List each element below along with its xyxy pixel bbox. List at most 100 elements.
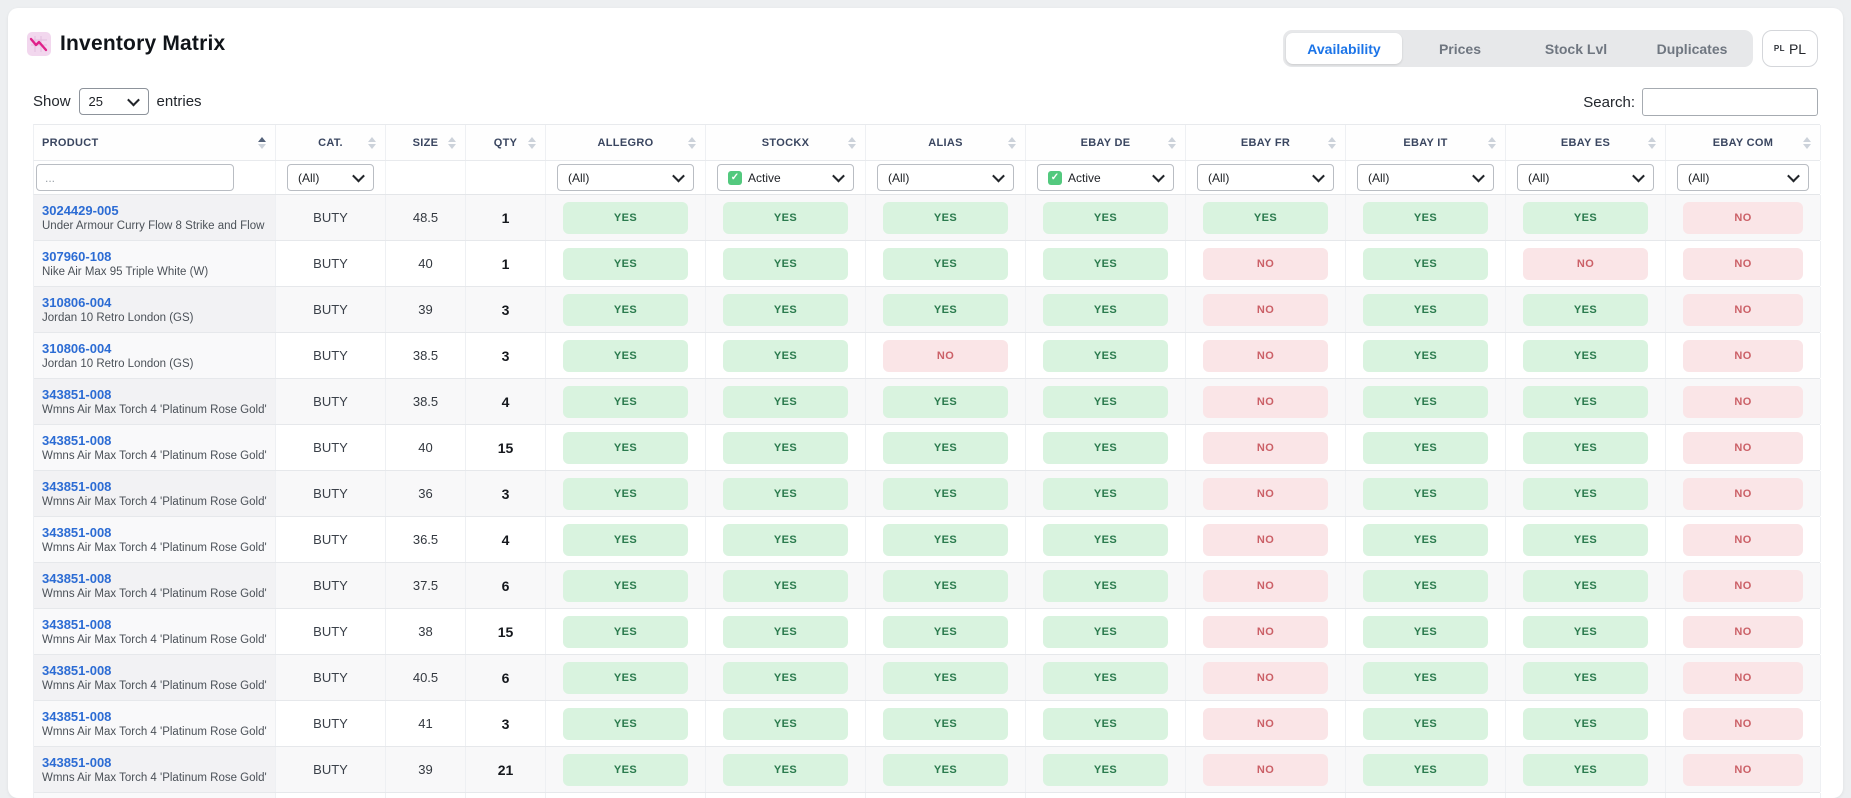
stockx-cell: YES bbox=[706, 471, 866, 516]
filter-select-value: Active bbox=[1068, 170, 1101, 185]
ebay_it-cell: YES bbox=[1346, 425, 1506, 470]
product-link[interactable]: 343851-008 bbox=[42, 386, 112, 402]
product-filter-input[interactable] bbox=[36, 164, 234, 191]
column-header-stockx[interactable]: STOCKX bbox=[706, 125, 866, 160]
table-row: 343851-008 Wmns Air Max Torch 4 'Platinum… bbox=[34, 747, 1821, 793]
filter-cell-ebay_es: (All) bbox=[1506, 161, 1666, 194]
availability-badge: YES bbox=[1363, 753, 1488, 786]
product-link[interactable]: 3024429-005 bbox=[42, 202, 119, 218]
search-input[interactable] bbox=[1642, 88, 1818, 116]
availability-badge: NO bbox=[1683, 339, 1803, 372]
allegro-cell bbox=[546, 793, 706, 798]
ebay_com-cell: NO bbox=[1666, 517, 1821, 562]
ebay_com-cell: NO bbox=[1666, 609, 1821, 654]
column-header-product[interactable]: PRODUCT bbox=[34, 125, 276, 160]
ebay_it-cell: YES bbox=[1346, 701, 1506, 746]
stockx-cell: YES bbox=[706, 425, 866, 470]
qty-cell: 3 bbox=[466, 701, 546, 746]
product-link[interactable]: 343851-008 bbox=[42, 754, 112, 770]
stockx-cell: YES bbox=[706, 195, 866, 240]
flag-pl-icon: PL bbox=[1773, 44, 1785, 53]
inventory-table: PRODUCT CAT. SIZE QTY ALLEGRO STOCKX ALIAS EBAY… bbox=[33, 124, 1821, 798]
column-header-qty[interactable]: QTY bbox=[466, 125, 546, 160]
category-cell: BUTY bbox=[276, 425, 386, 470]
qty-cell: 6 bbox=[466, 655, 546, 700]
ebay_de-cell: YES bbox=[1026, 747, 1186, 792]
availability-badge: NO bbox=[1683, 477, 1803, 510]
chevron-down-icon bbox=[1472, 169, 1485, 183]
availability-badge: YES bbox=[1363, 707, 1488, 740]
availability-badge: YES bbox=[563, 247, 688, 280]
stockx-filter-select[interactable]: ✓ Active bbox=[717, 164, 854, 191]
column-header-size[interactable]: SIZE bbox=[386, 125, 466, 160]
column-header-ebay_it[interactable]: EBAY IT bbox=[1346, 125, 1506, 160]
availability-badge: NO bbox=[1203, 431, 1328, 464]
allegro-cell: YES bbox=[546, 747, 706, 792]
tab-stock-lvl[interactable]: Stock Lvl bbox=[1544, 40, 1608, 57]
column-header-label: STOCKX bbox=[761, 136, 810, 149]
ebay_com-filter-select[interactable]: (All) bbox=[1677, 164, 1809, 191]
product-link[interactable]: 343851-008 bbox=[42, 708, 112, 724]
cat-filter-select[interactable]: (All) bbox=[287, 164, 374, 191]
product-cell: 343851-008 Wmns Air Max Torch 4 'Platinum… bbox=[34, 379, 276, 424]
ebay_es-filter-select[interactable]: (All) bbox=[1517, 164, 1654, 191]
product-link[interactable]: 343851-008 bbox=[42, 616, 112, 632]
product-link[interactable]: 310806-004 bbox=[42, 340, 112, 356]
product-link[interactable]: 343851-008 bbox=[42, 570, 112, 586]
column-header-label: EBAY COM bbox=[1712, 136, 1774, 149]
availability-badge: YES bbox=[1363, 201, 1488, 234]
column-header-cat[interactable]: CAT. bbox=[276, 125, 386, 160]
availability-badge: YES bbox=[1043, 247, 1168, 280]
entries-per-page-select[interactable]: 25 bbox=[78, 88, 149, 115]
column-header-ebay_fr[interactable]: EBAY FR bbox=[1186, 125, 1346, 160]
table-row: 307960-108 Nike Air Max 95 Triple White (… bbox=[34, 241, 1821, 287]
sort-icon bbox=[688, 136, 696, 149]
ebay_fr-filter-select[interactable]: (All) bbox=[1197, 164, 1334, 191]
language-button[interactable]: PL PL bbox=[1762, 30, 1818, 67]
availability-badge: YES bbox=[1043, 339, 1168, 372]
ebay_fr-cell: NO bbox=[1186, 333, 1346, 378]
ebay_fr-cell: NO bbox=[1186, 563, 1346, 608]
filter-cell-qty bbox=[466, 161, 546, 194]
availability-badge: NO bbox=[1203, 339, 1328, 372]
ebay_de-filter-select[interactable]: ✓ Active bbox=[1037, 164, 1174, 191]
product-link[interactable]: 310806-004 bbox=[42, 294, 112, 310]
sort-asc-arrow bbox=[1008, 136, 1016, 142]
tab-availability[interactable]: Availability bbox=[1286, 33, 1402, 64]
filter-cell-alias: (All) bbox=[866, 161, 1026, 194]
product-link[interactable]: 343851-008 bbox=[42, 478, 112, 494]
column-header-ebay_es[interactable]: EBAY ES bbox=[1506, 125, 1666, 160]
ebay_it-cell: YES bbox=[1346, 563, 1506, 608]
product-link[interactable]: 307960-108 bbox=[42, 248, 112, 264]
column-header-alias[interactable]: ALIAS bbox=[866, 125, 1026, 160]
allegro-filter-select[interactable]: (All) bbox=[557, 164, 694, 191]
ebay_de-cell: YES bbox=[1026, 701, 1186, 746]
availability-badge: YES bbox=[1043, 431, 1168, 464]
product-link[interactable]: 343851-008 bbox=[42, 662, 112, 678]
ebay_es-cell: NO bbox=[1506, 241, 1666, 286]
column-header-ebay_de[interactable]: EBAY DE bbox=[1026, 125, 1186, 160]
alias-filter-select[interactable]: (All) bbox=[877, 164, 1014, 191]
availability-badge: YES bbox=[563, 753, 688, 786]
ebay_it-filter-select[interactable]: (All) bbox=[1357, 164, 1494, 191]
ebay_fr-cell: YES bbox=[1186, 195, 1346, 240]
product-link[interactable]: 343851-008 bbox=[42, 432, 112, 448]
alias-cell: NO bbox=[866, 333, 1026, 378]
tab-duplicates[interactable]: Duplicates bbox=[1656, 40, 1728, 57]
ebay_fr-cell: NO bbox=[1186, 287, 1346, 332]
column-header-ebay_com[interactable]: EBAY COM bbox=[1666, 125, 1821, 160]
availability-badge: YES bbox=[1043, 569, 1168, 602]
column-header-allegro[interactable]: ALLEGRO bbox=[546, 125, 706, 160]
tab-prices[interactable]: Prices bbox=[1438, 40, 1482, 57]
product-link[interactable]: 343851-008 bbox=[42, 524, 112, 540]
availability-badge: NO bbox=[1683, 753, 1803, 786]
availability-badge: YES bbox=[1523, 661, 1648, 694]
product-name: Wmns Air Max Torch 4 'Platinum Rose Gold… bbox=[42, 541, 267, 554]
qty-cell: 15 bbox=[466, 425, 546, 470]
availability-badge: NO bbox=[1203, 247, 1328, 280]
ebay_es-cell: YES bbox=[1506, 655, 1666, 700]
column-header-label: EBAY ES bbox=[1560, 136, 1611, 149]
ebay_fr-cell bbox=[1186, 793, 1346, 798]
column-header-label: CAT. bbox=[318, 136, 343, 149]
alias-cell: YES bbox=[866, 609, 1026, 654]
